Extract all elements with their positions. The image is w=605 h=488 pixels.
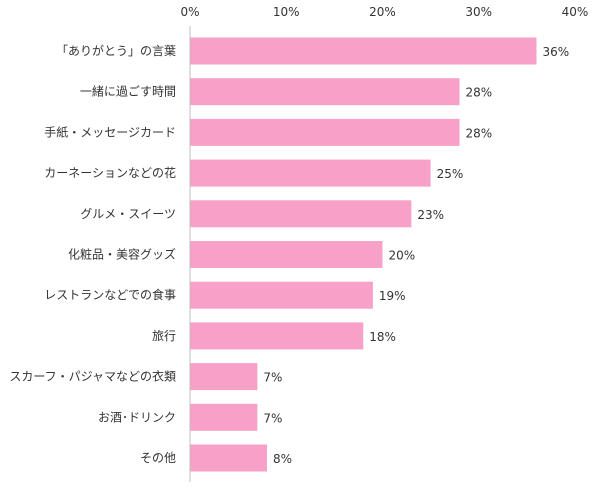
- x-tick-label: 30%: [465, 5, 492, 19]
- x-tick-label: 40%: [562, 5, 589, 19]
- bar: [190, 363, 258, 391]
- bars: [190, 37, 537, 472]
- bar: [190, 281, 373, 309]
- bar: [190, 403, 258, 431]
- bar: [190, 159, 431, 187]
- category-label: レストランなどでの食事: [44, 287, 176, 302]
- data-label: 28%: [466, 86, 493, 100]
- x-tick-labels: 0% 10% 20% 30% 40%: [180, 5, 588, 19]
- category-labels: 「ありがとう」の言葉一緒に過ごす時間手紙・メッセージカードカーネーションなどの花…: [9, 43, 176, 465]
- category-label: 化粧品・美容グッズ: [68, 247, 176, 262]
- category-label: グルメ・スイーツ: [80, 207, 176, 221]
- bar: [190, 78, 460, 106]
- bar: [190, 241, 383, 268]
- bar: [190, 37, 537, 65]
- category-label: 旅行: [152, 329, 176, 343]
- data-label: 28%: [466, 126, 493, 140]
- data-label: 23%: [417, 208, 444, 222]
- data-label: 8%: [273, 452, 292, 466]
- x-tick-label: 10%: [273, 5, 300, 19]
- bar: [190, 322, 364, 350]
- data-label: 7%: [263, 371, 282, 385]
- category-label: お酒･ドリンク: [98, 410, 176, 424]
- bar: [190, 200, 412, 228]
- category-label: カーネーションなどの花: [44, 165, 176, 180]
- category-label: 手紙・メッセージカード: [44, 124, 176, 139]
- data-label: 20%: [389, 249, 416, 263]
- data-label: 36%: [543, 45, 570, 59]
- category-label: 一緒に過ごす時間: [80, 84, 176, 99]
- x-tick-label: 0%: [180, 5, 199, 19]
- category-label: 「ありがとう」の言葉: [56, 43, 176, 58]
- data-label: 19%: [379, 289, 406, 303]
- x-tick-label: 20%: [369, 5, 396, 19]
- bar: [190, 118, 460, 146]
- data-label: 18%: [369, 330, 396, 344]
- category-label: その他: [140, 451, 176, 465]
- bar: [190, 444, 267, 472]
- category-label: スカーフ・パジャマなどの衣類: [9, 369, 176, 384]
- data-labels: 36% 28% 28% 25% 23% 20% 19% 18% 7% 7% 8%: [263, 45, 569, 466]
- data-label: 25%: [437, 167, 464, 181]
- data-label: 7%: [263, 411, 282, 425]
